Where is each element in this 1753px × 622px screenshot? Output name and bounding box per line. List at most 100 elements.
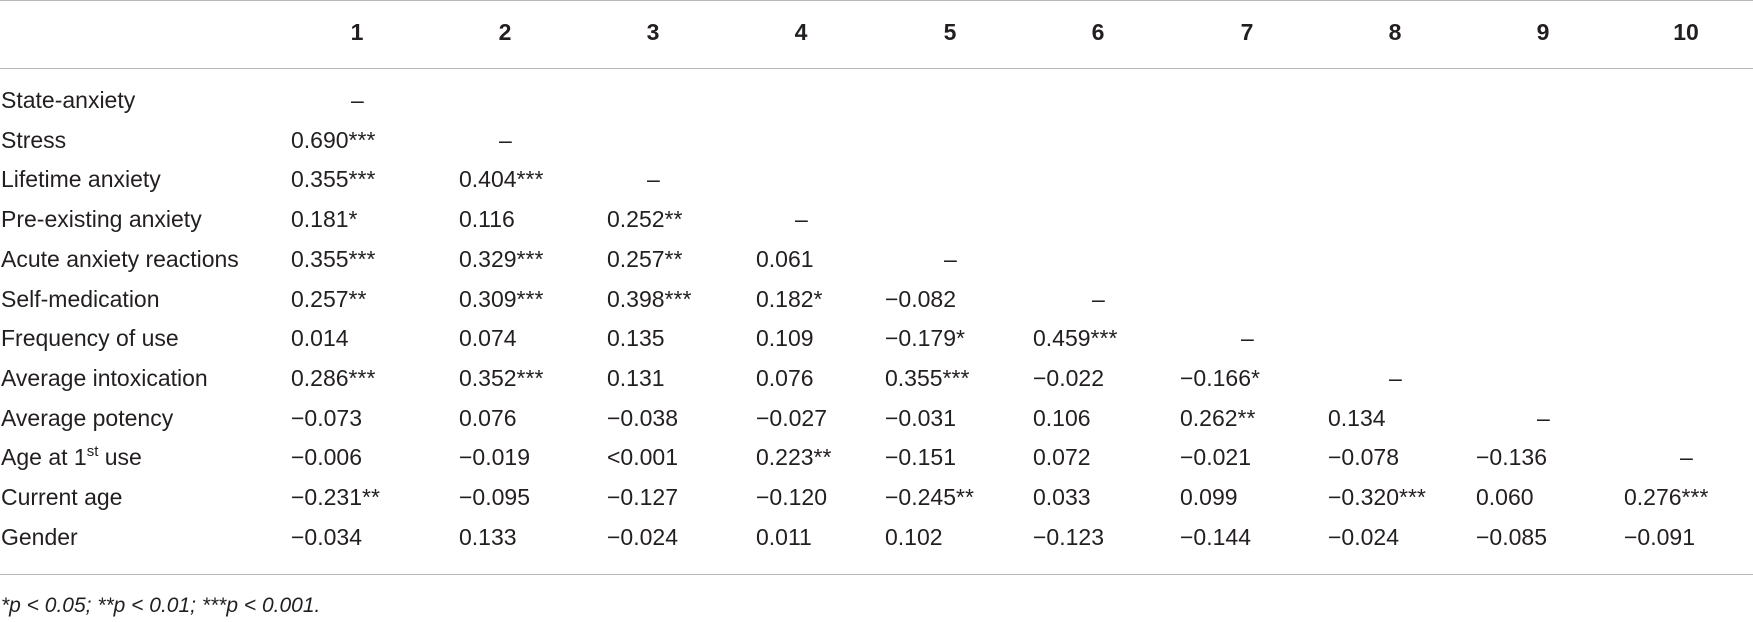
correlation-cell: 0.181* [291, 206, 358, 233]
table-row: Average intoxication 0.286*** 0.352*** 0.13… [0, 360, 1753, 396]
correlation-cell: −0.022 [1033, 364, 1104, 391]
correlation-cell: −0.320*** [1328, 484, 1426, 510]
row-label-superscript: st [86, 443, 99, 461]
table-row: Stress 0.690*** – [0, 122, 1753, 158]
row-label-text: State-anxiety [1, 87, 136, 113]
correlation-cell: −0.127 [607, 484, 678, 510]
row-label: Pre-existing anxiety [1, 201, 202, 237]
correlation-cell: 0.133 [459, 523, 517, 550]
column-header: 7 [1240, 19, 1254, 45]
table-row: Pre-existing anxiety 0.181* 0.116 0.252** – [0, 201, 1753, 237]
row-label-text: Average intoxication [1, 364, 208, 391]
correlation-cell: 0.355*** [291, 245, 376, 272]
correlation-cell: 0.329*** [459, 245, 544, 272]
correlation-cell: 0.072 [1033, 444, 1091, 471]
table-row: Frequency of use 0.014 0.074 0.135 0.109 −0.1… [0, 320, 1753, 356]
table-bottom-rule [0, 574, 1753, 575]
correlation-cell: 0.262** [1180, 404, 1256, 431]
correlation-cell: 0.076 [756, 364, 814, 391]
correlation-cell: 0.690*** [291, 126, 376, 153]
row-label-text: Frequency of use [1, 325, 179, 352]
column-header: 8 [1388, 19, 1402, 45]
row-label-text: Self-medication [1, 285, 160, 312]
correlation-cell: −0.166* [1180, 364, 1260, 391]
table-row: Current age −0.231** −0.095 −0.127 −0.120 −0.… [0, 479, 1753, 515]
correlation-cell: 0.355*** [291, 166, 376, 193]
row-label-suffix: use [98, 444, 142, 471]
correlation-cell: −0.120 [756, 484, 827, 510]
row-label-text: Gender [1, 523, 78, 550]
correlation-cell: −0.231** [291, 484, 380, 510]
row-label-text: Stress [1, 126, 67, 153]
table-row: State-anxiety – [0, 82, 1753, 118]
row-label: Self-medication [1, 281, 160, 317]
correlation-cell: −0.245** [885, 484, 974, 510]
correlation-cell: 0.309*** [459, 285, 544, 312]
correlation-cell: 0.011 [756, 523, 812, 550]
table-header-row: 1 2 3 4 5 6 7 8 9 10 [0, 14, 1753, 50]
row-label-text: Acute anxiety reactions [1, 245, 239, 272]
correlation-cell: 0.131 [607, 364, 665, 391]
correlation-cell: – [1680, 444, 1693, 471]
correlation-cell: 0.076 [459, 404, 517, 431]
correlation-cell: 0.134 [1328, 404, 1386, 431]
correlation-cell: 0.182* [756, 285, 823, 312]
correlation-cell: −0.151 [885, 444, 956, 471]
correlation-cell: 0.102 [885, 523, 943, 550]
table-row: Age at 1st use −0.006 −0.019 <0.001 0.223** −… [0, 439, 1753, 475]
correlation-cell: 0.109 [756, 325, 814, 352]
column-header: 5 [943, 19, 957, 45]
correlation-cell: – [1537, 404, 1550, 431]
correlation-cell: – [499, 126, 512, 153]
correlation-cell: −0.006 [291, 444, 362, 471]
row-label: Age at 1st use [1, 439, 142, 475]
column-header: 2 [498, 19, 512, 45]
table-row: Lifetime anxiety 0.355*** 0.404*** – [0, 161, 1753, 197]
correlation-cell: 0.355*** [885, 364, 970, 391]
row-label: Acute anxiety reactions [1, 241, 239, 277]
correlation-cell: −0.073 [291, 404, 362, 431]
correlation-cell: 0.099 [1180, 484, 1238, 510]
correlation-cell: <0.001 [607, 444, 678, 471]
row-label-text: Current age [1, 484, 123, 510]
correlation-cell: 0.257** [291, 285, 367, 312]
correlation-cell: – [1389, 364, 1402, 391]
row-label-text: Average potency [1, 404, 174, 431]
correlation-cell: −0.095 [459, 484, 530, 510]
correlation-cell: – [351, 87, 364, 113]
correlation-cell: – [647, 166, 660, 193]
row-label: Gender [1, 519, 78, 555]
correlation-cell: −0.136 [1476, 444, 1547, 471]
column-header: 10 [1673, 19, 1699, 45]
correlation-cell: −0.038 [607, 404, 678, 431]
correlation-cell: – [944, 245, 957, 272]
column-header: 3 [646, 19, 660, 45]
correlation-cell: 0.404*** [459, 166, 544, 193]
correlation-cell: 0.135 [607, 325, 665, 352]
correlation-cell: 0.014 [291, 325, 349, 352]
table-row: Gender −0.034 0.133 −0.024 0.011 0.102 −0.123 −… [0, 519, 1753, 555]
correlation-cell: – [1241, 325, 1254, 352]
correlation-cell: 0.106 [1033, 404, 1091, 431]
table-row: Average potency −0.073 0.076 −0.038 −0.027 −0… [0, 400, 1753, 436]
correlation-cell: 0.074 [459, 325, 517, 352]
table-row: Self-medication 0.257** 0.309*** 0.398*** 0.… [0, 281, 1753, 317]
column-header: 1 [350, 19, 364, 45]
correlation-cell: −0.031 [885, 404, 956, 431]
row-label: Stress [1, 122, 66, 158]
correlation-cell: 0.459*** [1033, 325, 1118, 352]
correlation-cell: – [795, 206, 808, 233]
correlation-cell: −0.144 [1180, 523, 1251, 550]
table-header-rule [0, 68, 1753, 69]
correlation-cell: −0.179* [885, 325, 965, 352]
correlation-cell: 0.398*** [607, 285, 692, 312]
row-label-text: Pre-existing anxiety [1, 206, 202, 233]
column-header: 4 [794, 19, 808, 45]
row-label: Lifetime anxiety [1, 161, 161, 197]
table-footnote: *p < 0.05; **p < 0.01; ***p < 0.001. [1, 594, 321, 617]
column-header: 6 [1091, 19, 1105, 45]
correlation-cell: 0.033 [1033, 484, 1091, 510]
correlation-cell: −0.027 [756, 404, 827, 431]
table-top-rule [0, 0, 1753, 1]
table-row: Acute anxiety reactions 0.355*** 0.329*** 0… [0, 241, 1753, 277]
